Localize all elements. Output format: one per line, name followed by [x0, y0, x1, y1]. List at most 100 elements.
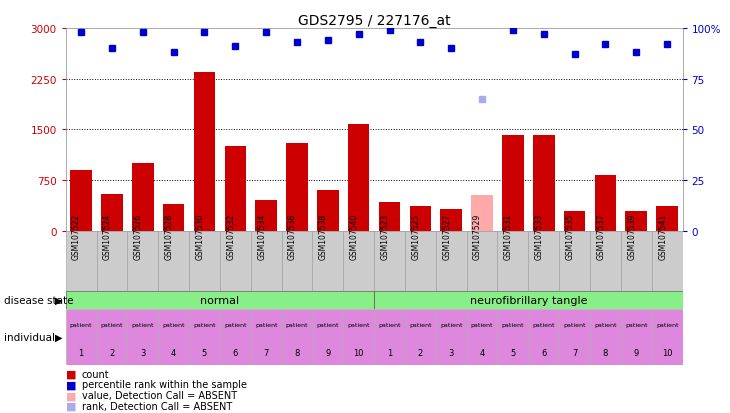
Bar: [498, 231, 529, 291]
Text: GSM107525: GSM107525: [412, 213, 420, 259]
Bar: [590, 309, 620, 366]
Bar: [626, 212, 647, 231]
Text: GSM107532: GSM107532: [226, 213, 235, 259]
Text: ■: ■: [66, 401, 76, 411]
Text: normal: normal: [200, 295, 239, 305]
Bar: [502, 135, 523, 231]
Text: patient: patient: [255, 322, 277, 327]
Bar: [343, 231, 374, 291]
Text: GSM107538: GSM107538: [319, 213, 328, 259]
Bar: [379, 202, 400, 231]
Text: patient: patient: [131, 322, 154, 327]
Bar: [158, 231, 189, 291]
Text: patient: patient: [162, 322, 185, 327]
Text: GSM107527: GSM107527: [442, 213, 451, 259]
Text: GSM107530: GSM107530: [196, 213, 204, 259]
Text: GSM107524: GSM107524: [103, 213, 112, 259]
Bar: [317, 191, 339, 231]
Text: 10: 10: [662, 349, 672, 358]
Text: 6: 6: [233, 349, 238, 358]
Bar: [70, 171, 92, 231]
Bar: [595, 175, 616, 231]
Text: patient: patient: [378, 322, 401, 327]
Text: neurofibrillary tangle: neurofibrillary tangle: [469, 295, 587, 305]
Text: patient: patient: [409, 322, 431, 327]
Text: 4: 4: [480, 349, 485, 358]
Text: 8: 8: [603, 349, 608, 358]
Bar: [220, 309, 251, 366]
Bar: [559, 231, 590, 291]
Text: 5: 5: [202, 349, 207, 358]
Text: GSM107536: GSM107536: [288, 213, 297, 259]
Text: 5: 5: [510, 349, 515, 358]
Text: GSM107537: GSM107537: [596, 213, 605, 259]
Text: rank, Detection Call = ABSENT: rank, Detection Call = ABSENT: [82, 401, 232, 411]
Text: GSM107522: GSM107522: [72, 213, 81, 259]
Text: GSM107523: GSM107523: [380, 213, 390, 259]
Text: 1: 1: [387, 349, 392, 358]
Text: patient: patient: [594, 322, 617, 327]
Bar: [286, 144, 308, 231]
Bar: [405, 309, 436, 366]
Bar: [652, 231, 683, 291]
Text: patient: patient: [656, 322, 678, 327]
Text: disease state: disease state: [4, 295, 73, 305]
Bar: [282, 231, 312, 291]
Bar: [564, 211, 585, 231]
Text: 8: 8: [294, 349, 300, 358]
Bar: [101, 194, 123, 231]
Text: ■: ■: [66, 380, 76, 389]
Text: 7: 7: [264, 349, 269, 358]
Text: percentile rank within the sample: percentile rank within the sample: [82, 380, 247, 389]
Bar: [498, 309, 529, 366]
Bar: [189, 309, 220, 366]
Text: ▶: ▶: [55, 295, 62, 305]
Bar: [255, 201, 277, 231]
Bar: [66, 231, 96, 291]
Text: GSM107526: GSM107526: [134, 213, 143, 259]
Text: patient: patient: [317, 322, 339, 327]
Text: 6: 6: [541, 349, 547, 358]
Text: ▶: ▶: [55, 332, 62, 342]
Bar: [251, 309, 282, 366]
Bar: [590, 231, 620, 291]
Bar: [374, 309, 405, 366]
Text: GSM107539: GSM107539: [627, 213, 637, 259]
Bar: [189, 231, 220, 291]
Text: 3: 3: [448, 349, 454, 358]
Bar: [282, 309, 312, 366]
Bar: [620, 309, 652, 366]
Text: 3: 3: [140, 349, 145, 358]
Bar: [466, 309, 498, 366]
Text: GDS2795 / 227176_at: GDS2795 / 227176_at: [298, 14, 450, 28]
Text: 9: 9: [634, 349, 639, 358]
Bar: [374, 231, 405, 291]
Text: count: count: [82, 369, 110, 379]
Bar: [620, 231, 652, 291]
Bar: [158, 309, 189, 366]
Bar: [220, 231, 251, 291]
Text: 4: 4: [171, 349, 176, 358]
Bar: [405, 231, 436, 291]
Bar: [410, 206, 431, 231]
Bar: [163, 204, 185, 231]
Text: GSM107528: GSM107528: [165, 213, 174, 259]
Text: GSM107533: GSM107533: [535, 213, 544, 259]
Text: patient: patient: [224, 322, 247, 327]
Text: GSM107540: GSM107540: [350, 213, 358, 259]
Bar: [529, 231, 559, 291]
Text: GSM107531: GSM107531: [504, 213, 513, 259]
Bar: [251, 231, 282, 291]
Bar: [374, 291, 683, 309]
Bar: [348, 125, 369, 231]
Text: GSM107529: GSM107529: [473, 213, 482, 259]
Bar: [128, 231, 158, 291]
Text: patient: patient: [625, 322, 648, 327]
Bar: [66, 291, 374, 309]
Bar: [132, 164, 153, 231]
Bar: [96, 309, 128, 366]
Bar: [436, 309, 466, 366]
Text: 9: 9: [326, 349, 331, 358]
Bar: [466, 231, 498, 291]
Bar: [343, 309, 374, 366]
